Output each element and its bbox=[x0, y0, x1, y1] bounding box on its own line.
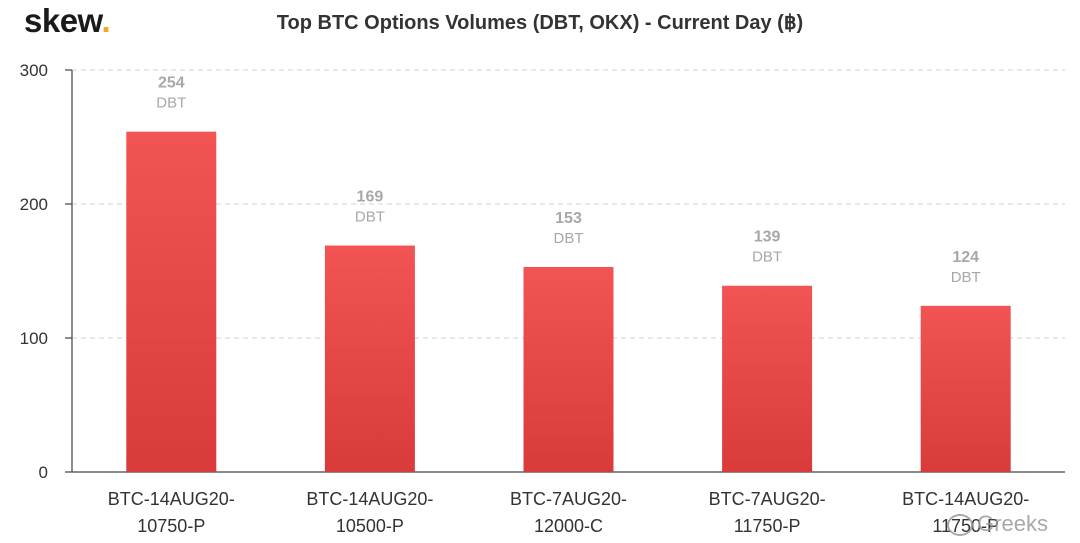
y-tick-label: 300 bbox=[20, 61, 48, 80]
x-tick-label: BTC-7AUG20- bbox=[510, 489, 627, 509]
bar bbox=[920, 305, 1011, 472]
bar bbox=[126, 131, 217, 472]
bar bbox=[722, 285, 813, 472]
data-label-value: 139 bbox=[754, 229, 781, 246]
x-tick-label: 12000-C bbox=[534, 516, 603, 536]
data-label-unit: DBT bbox=[951, 269, 981, 286]
data-label-value: 254 bbox=[158, 75, 185, 92]
data-label-unit: DBT bbox=[554, 230, 584, 247]
skew-logo: skew. bbox=[24, 2, 111, 39]
y-tick-label: 100 bbox=[20, 329, 48, 348]
data-label-value: 153 bbox=[555, 210, 582, 227]
data-label-unit: DBT bbox=[752, 249, 782, 266]
data-label-unit: DBT bbox=[156, 95, 186, 112]
chart-title: Top BTC Options Volumes (DBT, OKX) - Cur… bbox=[276, 12, 804, 34]
watermark: Greeks bbox=[947, 511, 1048, 537]
bar bbox=[523, 266, 614, 472]
wechat-icon bbox=[947, 514, 974, 537]
x-tick-label: BTC-14AUG20- bbox=[108, 489, 235, 509]
x-tick-label: 10750-P bbox=[137, 516, 205, 536]
x-tick-label: BTC-14AUG20- bbox=[902, 489, 1029, 509]
x-tick-label: 10500-P bbox=[336, 516, 404, 536]
data-label-value: 124 bbox=[952, 249, 979, 266]
x-tick-label: BTC-7AUG20- bbox=[709, 489, 826, 509]
data-label-value: 169 bbox=[357, 189, 384, 206]
x-tick-label: BTC-14AUG20- bbox=[306, 489, 433, 509]
y-tick-label: 0 bbox=[39, 463, 48, 482]
x-tick-label: 11750-P bbox=[734, 516, 801, 536]
data-label-unit: DBT bbox=[355, 209, 385, 226]
y-tick-label: 200 bbox=[20, 195, 48, 214]
bar bbox=[324, 245, 415, 472]
